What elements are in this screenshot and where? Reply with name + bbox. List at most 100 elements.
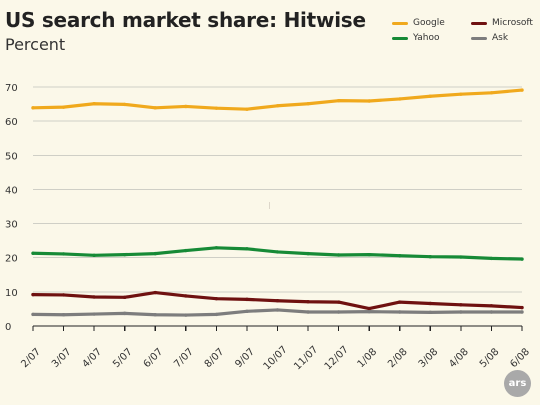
data-point-yahoo-13 bbox=[428, 254, 433, 259]
x-tick-label-9-07: 9/07 bbox=[233, 346, 257, 370]
y-tick-label-70: 70 bbox=[5, 83, 18, 94]
y-tick-label-0: 0 bbox=[5, 322, 11, 333]
x-tick-label-7-07: 7/07 bbox=[172, 346, 196, 370]
legend-item-yahoo: Yahoo bbox=[392, 32, 440, 44]
data-point-yahoo-3 bbox=[122, 252, 127, 257]
data-point-microsoft-15 bbox=[489, 304, 494, 308]
data-point-google-9 bbox=[306, 102, 310, 106]
data-point-microsoft-6 bbox=[214, 296, 219, 301]
data-point-google-13 bbox=[428, 94, 433, 98]
data-point-yahoo-5 bbox=[184, 248, 188, 253]
data-point-microsoft-10 bbox=[336, 300, 341, 304]
data-point-ask-16 bbox=[520, 310, 524, 314]
data-point-google-15 bbox=[489, 91, 494, 95]
y-tick-label-10: 10 bbox=[5, 288, 18, 299]
data-point-microsoft-9 bbox=[306, 300, 310, 304]
data-point-microsoft-12 bbox=[398, 300, 402, 304]
data-point-microsoft-14 bbox=[459, 303, 463, 307]
data-point-yahoo-1 bbox=[61, 252, 66, 256]
data-point-ask-6 bbox=[214, 312, 219, 317]
data-point-google-5 bbox=[184, 104, 188, 109]
data-point-ask-10 bbox=[336, 310, 341, 314]
data-point-ask-14 bbox=[459, 310, 463, 314]
data-point-ask-11 bbox=[367, 309, 371, 314]
data-point-ask-12 bbox=[398, 310, 402, 314]
data-point-yahoo-7 bbox=[245, 247, 249, 251]
x-tick-label-8-07: 8/07 bbox=[203, 346, 227, 370]
y-tick-label-50: 50 bbox=[5, 151, 18, 162]
data-point-microsoft-8 bbox=[275, 299, 280, 303]
data-point-yahoo-0 bbox=[31, 251, 35, 255]
x-tick-label-4-08: 4/08 bbox=[447, 346, 471, 370]
data-point-yahoo-4 bbox=[153, 251, 157, 256]
data-point-ask-5 bbox=[184, 313, 188, 317]
x-tick-label-11-07: 11/07 bbox=[292, 344, 320, 372]
legend-item-ask: Ask bbox=[471, 32, 508, 44]
data-point-yahoo-16 bbox=[520, 257, 524, 261]
data-point-yahoo-12 bbox=[398, 253, 402, 258]
data-point-google-16 bbox=[520, 88, 524, 92]
x-tick-label-10-07: 10/07 bbox=[262, 344, 290, 372]
data-point-ask-8 bbox=[275, 308, 280, 312]
data-point-google-4 bbox=[153, 106, 157, 110]
data-point-yahoo-11 bbox=[367, 252, 371, 257]
y-tick-label-40: 40 bbox=[5, 185, 18, 196]
data-point-yahoo-15 bbox=[489, 256, 494, 261]
data-point-microsoft-7 bbox=[245, 297, 249, 302]
x-tick-label-2-07: 2/07 bbox=[19, 346, 43, 370]
data-point-google-3 bbox=[122, 102, 127, 107]
data-point-google-2 bbox=[92, 102, 96, 106]
ars-logo: ars bbox=[504, 370, 531, 397]
x-tick-label-4-07: 4/07 bbox=[81, 346, 105, 370]
legend-swatch-google bbox=[392, 21, 408, 25]
chart-title: US search market share: Hitwise bbox=[5, 8, 366, 32]
legend-label-ask: Ask bbox=[492, 33, 509, 43]
data-point-ask-9 bbox=[306, 310, 310, 314]
data-point-microsoft-3 bbox=[122, 295, 127, 300]
data-point-google-11 bbox=[367, 99, 371, 103]
data-point-yahoo-14 bbox=[459, 255, 463, 259]
data-point-google-8 bbox=[275, 104, 280, 108]
data-point-yahoo-9 bbox=[306, 251, 310, 256]
data-point-yahoo-10 bbox=[336, 253, 341, 257]
y-tick-label-60: 60 bbox=[5, 117, 18, 128]
legend-swatch-ask bbox=[471, 36, 487, 40]
data-point-ask-0 bbox=[31, 312, 35, 317]
x-tick-label-6-08: 6/08 bbox=[508, 346, 532, 370]
data-point-microsoft-2 bbox=[92, 295, 96, 299]
data-point-google-1 bbox=[61, 105, 66, 109]
data-point-google-10 bbox=[336, 98, 341, 103]
x-tick-label-2-08: 2/08 bbox=[386, 346, 410, 370]
data-point-microsoft-1 bbox=[61, 293, 66, 297]
data-point-ask-13 bbox=[428, 310, 433, 315]
y-tick-label-30: 30 bbox=[5, 220, 18, 231]
data-point-ask-7 bbox=[245, 309, 249, 314]
data-point-google-12 bbox=[398, 97, 402, 101]
legend-item-microsoft: Microsoft bbox=[471, 17, 533, 29]
data-point-ask-15 bbox=[489, 310, 494, 314]
legend-item-google: Google bbox=[392, 17, 445, 29]
chart-subtitle: Percent bbox=[5, 35, 66, 54]
x-tick-label-3-07: 3/07 bbox=[50, 346, 74, 370]
legend-swatch-yahoo bbox=[392, 36, 408, 40]
plot-artifact-mark bbox=[269, 202, 270, 209]
data-point-yahoo-2 bbox=[92, 253, 96, 258]
data-point-google-6 bbox=[214, 106, 219, 110]
data-point-ask-1 bbox=[61, 313, 66, 317]
x-tick-label-5-07: 5/07 bbox=[111, 346, 135, 370]
data-point-microsoft-0 bbox=[31, 292, 35, 297]
x-tick-label-1-08: 1/08 bbox=[356, 346, 380, 370]
data-point-microsoft-4 bbox=[153, 290, 157, 295]
data-point-ask-2 bbox=[92, 312, 96, 316]
data-point-google-14 bbox=[459, 92, 463, 96]
legend-swatch-microsoft bbox=[471, 21, 487, 25]
x-tick-label-3-08: 3/08 bbox=[417, 346, 441, 370]
x-tick-label-12-07: 12/07 bbox=[323, 344, 351, 372]
x-tick-label-5-08: 5/08 bbox=[478, 346, 502, 370]
data-point-ask-4 bbox=[153, 313, 157, 317]
legend-label-yahoo: Yahoo bbox=[413, 33, 440, 43]
x-tick-label-6-07: 6/07 bbox=[142, 346, 166, 370]
data-point-yahoo-8 bbox=[275, 250, 280, 254]
